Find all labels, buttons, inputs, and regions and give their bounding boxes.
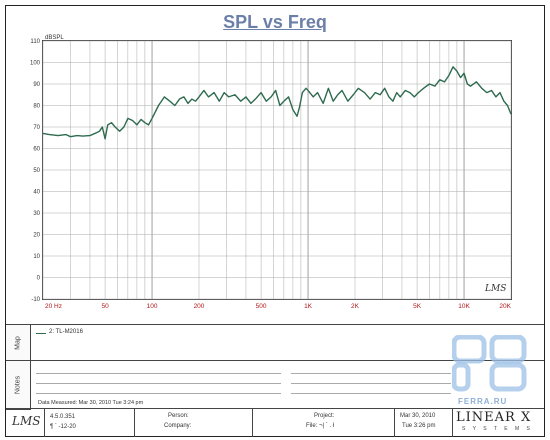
plot-area — [42, 40, 512, 300]
x-tick-label: 1K — [304, 303, 313, 310]
chart-title: SPL vs Freq — [223, 12, 327, 32]
ferra-watermark-icon — [452, 335, 527, 392]
series-line — [42, 66, 512, 140]
y-tick-label: 70 — [33, 125, 40, 131]
linearx-sub: S Y S T E M S — [462, 426, 533, 432]
note-line — [291, 393, 451, 394]
notes-label: Notes — [14, 375, 22, 395]
note-line — [36, 393, 281, 394]
x-tick-label: 10K — [458, 303, 470, 310]
footer-time: Tue 3:26 pm — [402, 423, 436, 429]
y-tick-label: 30 — [33, 211, 40, 217]
note-line — [36, 383, 281, 384]
footer-date-cell: Mar 30, 2010 Tue 3:26 pm — [394, 409, 453, 437]
y-tick-label: 50 — [33, 168, 40, 174]
x-tick-label: 20K — [499, 303, 511, 310]
map-label: Map — [14, 336, 22, 350]
footer-date: Mar 30, 2010 — [400, 413, 436, 419]
version-sub: ¶ ` -12-20 — [50, 424, 76, 430]
x-tick-label: 5K — [413, 303, 422, 310]
lms-logo: LMS — [12, 414, 41, 428]
file-label: File: ¬| ` . ł — [306, 423, 335, 429]
x-tick-label: 20 Hz — [45, 303, 62, 310]
map-panel: Map 2: TL-M2016 — [6, 324, 544, 362]
version-text: 4.5.0.351 — [50, 414, 76, 420]
legend-entry: 2: TL-M2016 — [49, 329, 83, 335]
x-tick-label: 500 — [256, 303, 267, 310]
notes-panel: Notes Data Measured: Mar 30, 2010 Tue 3:… — [6, 360, 544, 410]
watermark-text: FERRA.RU — [458, 397, 508, 406]
company-label: Company: — [164, 423, 192, 429]
x-tick-label: 100 — [147, 303, 158, 310]
y-tick-label: -10 — [31, 297, 40, 303]
footer: LMS 4.5.0.351 ¶ ` -12-20 Person: Company… — [6, 408, 544, 437]
data-measured: Data Measured: Mar 30, 2010 Tue 3:24 pm — [38, 400, 144, 406]
y-tick-label: 20 — [33, 233, 40, 239]
y-tick-label: 60 — [33, 147, 40, 153]
footer-version-cell: 4.5.0.351 ¶ ` -12-20 — [44, 409, 135, 437]
y-tick-label: 40 — [33, 190, 40, 196]
legend-swatch — [36, 333, 46, 334]
y-tick-label: 0 — [37, 276, 41, 282]
note-line — [36, 373, 281, 374]
x-tick-label: 200 — [194, 303, 205, 310]
note-line — [291, 373, 451, 374]
report-frame: SPL vs Freq 110 100 90 80 70 60 50 40 30 20 10 0 -10… — [5, 5, 545, 437]
y-tick-label: 90 — [33, 82, 40, 88]
map-side-label: Map — [6, 325, 31, 362]
y-axis-label: dBSPL — [45, 35, 64, 41]
y-tick-label: 100 — [30, 61, 41, 67]
y-tick-label: 10 — [33, 254, 40, 260]
x-tick-label: 50 — [101, 303, 109, 310]
x-tick-label: 2K — [351, 303, 360, 310]
plot-lms-logo: LMS — [484, 284, 506, 294]
footer-logo-cell: LMS — [6, 409, 45, 437]
footer-person-cell: Person: Company: — [134, 409, 253, 437]
note-line — [291, 383, 451, 384]
footer-project-cell: Project: File: ¬| ` . ł — [252, 409, 395, 437]
person-label: Person: — [168, 413, 189, 419]
y-tick-label: 80 — [33, 104, 40, 110]
y-tick-label: 110 — [30, 39, 40, 45]
project-label: Project: — [314, 413, 335, 419]
linearx-logo: LINEAR X — [456, 410, 532, 425]
notes-side-label: Notes — [6, 361, 31, 410]
